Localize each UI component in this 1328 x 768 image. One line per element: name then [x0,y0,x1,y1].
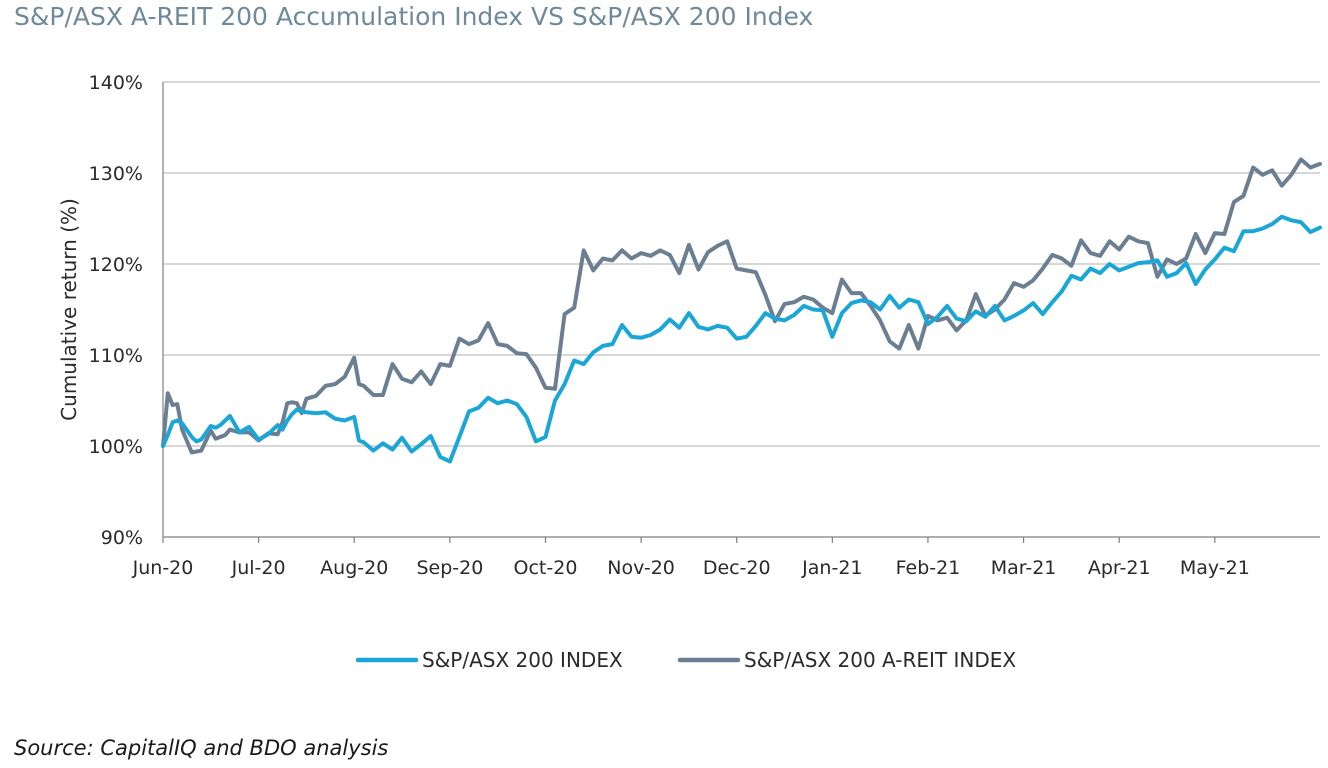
x-tick-label: Oct-20 [514,557,578,579]
y-ticks: 90% 100% 110% 120% 130% 140% [89,72,143,549]
legend-label: S&P/ASX 200 A-REIT INDEX [744,648,1016,672]
x-tick-label: Nov-20 [607,557,675,579]
x-tick-label: Jul-20 [231,557,286,579]
chart-title: S&P/ASX A-REIT 200 Accumulation Index VS… [14,2,814,31]
legend: S&P/ASX 200 INDEX S&P/ASX 200 A-REIT INDE… [355,648,1016,672]
y-tick-label: 110% [89,345,143,367]
line-chart: 90% 100% 110% 120% 130% 140% Jun-20 Jul-20 Aug-… [57,72,1322,672]
x-tick-label: Sep-20 [416,557,483,579]
x-ticks: Jun-20 Jul-20 Aug-20 Sep-20 Oct-20 Nov-20 Dec-… [132,537,1250,579]
y-tick-label: 90% [101,527,143,549]
x-tick-label: Feb-21 [896,557,961,579]
axes [162,82,1320,538]
y-tick-label: 140% [89,72,143,94]
x-tick-label: Apr-21 [1088,557,1151,579]
y-tick-label: 130% [89,163,143,185]
x-tick-label: Jun-20 [132,557,194,579]
series-line [161,214,1322,464]
x-tick-label: May-21 [1180,557,1250,579]
x-tick-label: Dec-20 [703,557,771,579]
x-tick-label: Mar-21 [991,557,1057,579]
x-tick-label: Jan-21 [801,557,862,579]
y-axis-title: Cumulative return (%) [57,198,81,421]
source-note: Source: CapitalIQ and BDO analysis [14,736,389,760]
y-tick-label: 100% [89,436,143,458]
series-line [161,157,1322,455]
legend-label: S&P/ASX 200 INDEX [422,648,623,672]
x-tick-label: Aug-20 [320,557,388,579]
series-lines [161,157,1322,464]
y-tick-label: 120% [89,254,143,276]
gridlines [163,81,1320,447]
